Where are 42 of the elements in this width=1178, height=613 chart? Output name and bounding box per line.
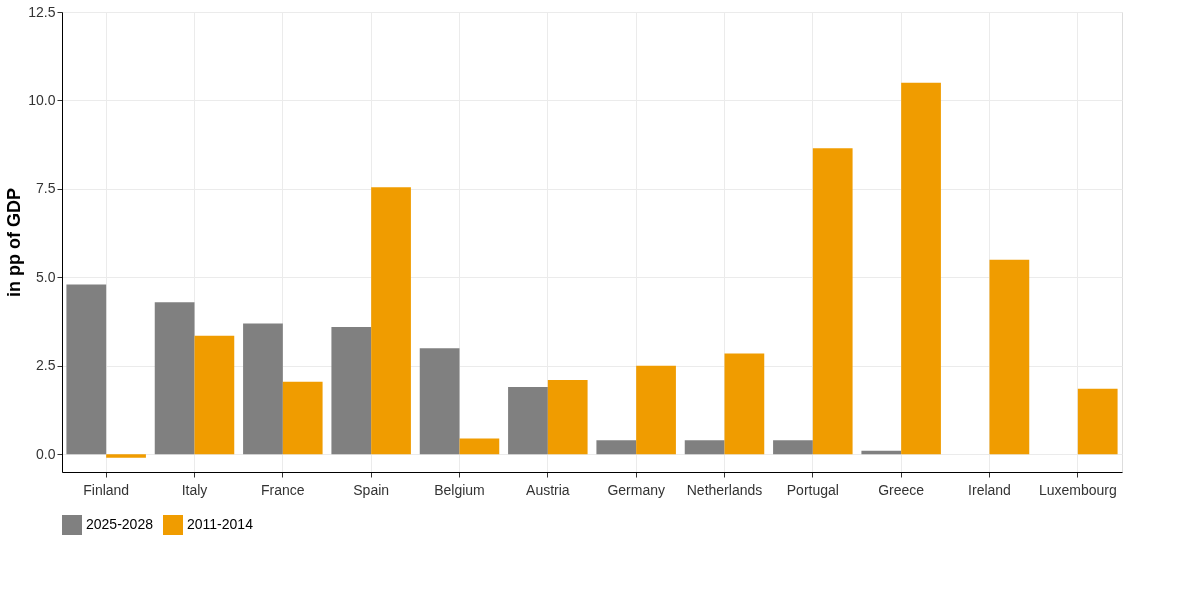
x-tick-label: Ireland [968, 481, 1011, 498]
bar [989, 259, 1030, 455]
bar [371, 187, 411, 455]
legend-label: 2011-2014 [187, 516, 254, 532]
bar [724, 353, 765, 455]
x-tick-label: Luxembourg [1038, 481, 1117, 498]
y-axis-title: in pp of GDP [4, 188, 25, 297]
x-tick-label: Austria [526, 481, 570, 498]
y-tick-label: 0.0 [36, 445, 56, 462]
x-tick-label: France [261, 481, 305, 498]
bar [459, 438, 500, 455]
bar [66, 284, 107, 455]
y-tick-label: 5.0 [36, 268, 56, 285]
x-tick-label: Netherlands [686, 481, 763, 498]
bar [331, 326, 372, 455]
y-tick-label: 10.0 [28, 91, 56, 108]
bar [901, 82, 941, 455]
bar [419, 348, 460, 455]
x-tick-label: Portugal [786, 481, 839, 498]
bar [812, 148, 853, 455]
x-tick-label: Belgium [434, 481, 485, 498]
y-tick-label: 7.5 [36, 180, 56, 197]
bar [684, 440, 725, 455]
x-tick-label: Finland [83, 481, 130, 498]
y-tick-label: 12.5 [28, 3, 56, 20]
bar [1077, 388, 1118, 455]
x-tick-label: Greece [878, 481, 925, 498]
y-tick-label: 2.5 [36, 357, 56, 374]
bar [194, 335, 235, 455]
bar [106, 454, 146, 458]
legend-label: 2025-2028 [86, 516, 154, 532]
x-tick-label: Germany [607, 481, 665, 498]
bar [596, 440, 637, 455]
bar [154, 302, 195, 455]
bar [773, 440, 813, 455]
bar [282, 381, 323, 455]
bar [636, 365, 676, 455]
x-tick-label: Spain [353, 481, 390, 498]
x-tick-label: Italy [181, 481, 208, 498]
bar [243, 323, 283, 455]
bar [508, 387, 548, 455]
bar [547, 380, 588, 455]
